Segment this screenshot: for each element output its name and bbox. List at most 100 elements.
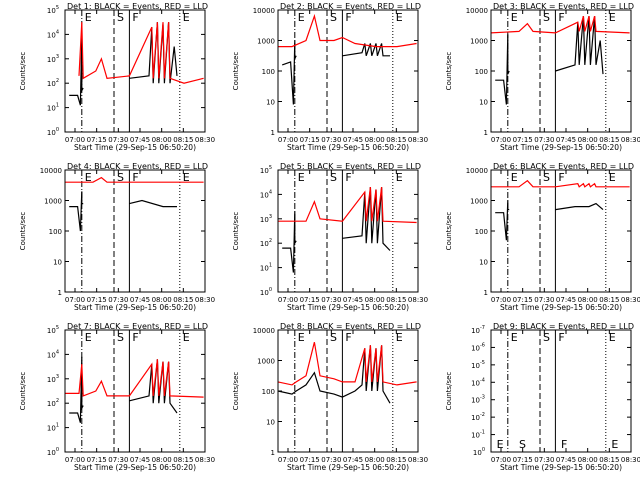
y-tick-label: 1 <box>484 289 488 297</box>
marker-label: E <box>183 11 190 24</box>
y-tick-label: 10 <box>266 419 275 427</box>
x-tick-label: 07:00 <box>491 296 511 304</box>
x-tick-label: 08:00 <box>152 136 172 144</box>
marker-label: F <box>558 11 564 24</box>
panel-title: Det 2: BLACK = Events, RED = LLD <box>280 2 421 11</box>
y-tick-label: 1 <box>271 129 275 137</box>
x-tick-label: 07:00 <box>278 456 298 464</box>
x-axis-label: Start Time (29-Sep-15 06:50:20) <box>74 143 196 152</box>
marker-label: E <box>85 11 92 24</box>
y-tick-label: 105 <box>47 5 59 15</box>
series-line <box>69 22 178 106</box>
marker-label: S <box>543 171 550 184</box>
x-tick-label: 07:15 <box>300 136 320 144</box>
y-tick-label: 100 <box>260 287 272 297</box>
x-tick-label: 07:15 <box>513 296 533 304</box>
y-tick-label: 10 <box>266 99 275 107</box>
series-line <box>490 15 630 34</box>
y-tick-label: 101 <box>47 103 59 113</box>
marker-label: F <box>132 171 138 184</box>
marker-label: S <box>330 11 337 24</box>
y-tick-exponent: -1 <box>480 430 485 436</box>
x-tick-label: 08:15 <box>386 456 406 464</box>
series-line <box>65 176 204 183</box>
y-tick-label: 10000 <box>466 167 488 175</box>
series-line <box>495 16 604 105</box>
y-tick-label: 1 <box>271 449 275 457</box>
x-tick-label: 07:15 <box>87 136 107 144</box>
marker-label: S <box>543 331 550 344</box>
x-axis-label: Start Time (29-Sep-15 06:50:20) <box>500 303 622 312</box>
y-axis-label: Counts/sec <box>445 52 453 91</box>
y-axis-label: Counts/sec <box>232 372 240 411</box>
y-tick-exponent: -3 <box>480 395 485 401</box>
plot-frame <box>64 329 206 453</box>
x-tick-label: 08:00 <box>365 456 385 464</box>
x-tick-label: 07:45 <box>343 456 363 464</box>
y-tick-label: 100 <box>473 447 485 457</box>
y-tick-exponent: 2 <box>56 398 59 404</box>
marker-label: S <box>330 171 337 184</box>
x-tick-label: 07:00 <box>65 136 85 144</box>
x-tick-label: 07:45 <box>130 136 150 144</box>
x-tick-label: 07:00 <box>65 296 85 304</box>
marker-label: E <box>298 331 305 344</box>
y-tick-exponent: 4 <box>56 349 59 355</box>
bottom-marker-label: F <box>561 438 567 451</box>
y-tick-label: 10-6 <box>471 342 485 352</box>
marker-label: E <box>85 171 92 184</box>
x-tick-label: 07:15 <box>87 296 107 304</box>
panel-title: Det 6: BLACK = Events, RED = LLD <box>493 162 634 171</box>
y-tick-exponent: -2 <box>480 412 485 418</box>
y-tick-label: 104 <box>47 349 59 359</box>
y-tick-label: 103 <box>260 214 272 224</box>
y-tick-label: 1000 <box>470 198 488 206</box>
y-tick-label: 100 <box>49 228 62 236</box>
y-tick-label: 10-2 <box>471 412 485 422</box>
marker-label: S <box>117 331 124 344</box>
plot-frame <box>277 329 419 453</box>
marker-label: S <box>543 11 550 24</box>
x-tick-label: 07:00 <box>65 456 85 464</box>
x-axis-label: Start Time (29-Sep-15 06:50:20) <box>74 303 196 312</box>
x-tick-label: 08:15 <box>386 296 406 304</box>
x-tick-label: 07:45 <box>343 136 363 144</box>
y-tick-label: 10000 <box>466 7 488 15</box>
y-tick-label: 100 <box>262 68 275 76</box>
y-tick-label: 105 <box>47 325 59 335</box>
marker-label: E <box>396 331 403 344</box>
y-tick-label: 102 <box>47 78 59 88</box>
x-tick-label: 08:00 <box>578 136 598 144</box>
y-tick-exponent: 0 <box>56 127 59 133</box>
series-line <box>278 187 417 224</box>
x-tick-label: 07:15 <box>87 456 107 464</box>
x-axis-label: Start Time (29-Sep-15 06:50:20) <box>500 463 622 472</box>
y-tick-exponent: 5 <box>56 325 59 331</box>
marker-label: E <box>609 11 616 24</box>
x-tick-label: 08:15 <box>386 136 406 144</box>
x-tick-label: 07:15 <box>300 296 320 304</box>
series-line <box>78 22 204 84</box>
x-tick-label: 08:00 <box>152 296 172 304</box>
marker-label: F <box>558 171 564 184</box>
y-tick-label: 1000 <box>470 38 488 46</box>
x-axis-label: Start Time (29-Sep-15 06:50:20) <box>500 143 622 152</box>
x-tick-label: 08:30 <box>408 456 428 464</box>
y-tick-exponent: -6 <box>480 342 485 348</box>
x-tick-label: 07:15 <box>300 456 320 464</box>
plot-frame <box>490 169 632 293</box>
x-tick-label: 08:00 <box>152 456 172 464</box>
y-tick-label: 10-4 <box>471 377 485 387</box>
x-tick-label: 08:15 <box>173 296 193 304</box>
x-tick-label: 08:30 <box>195 456 215 464</box>
x-axis-label: Start Time (29-Sep-15 06:50:20) <box>74 463 196 472</box>
panel-title: Det 1: BLACK = Events, RED = LLD <box>67 2 208 11</box>
plot-frame <box>64 9 206 133</box>
y-axis-label: Counts/sec <box>445 212 453 251</box>
y-tick-exponent: 3 <box>56 54 59 60</box>
x-tick-label: 08:15 <box>173 456 193 464</box>
